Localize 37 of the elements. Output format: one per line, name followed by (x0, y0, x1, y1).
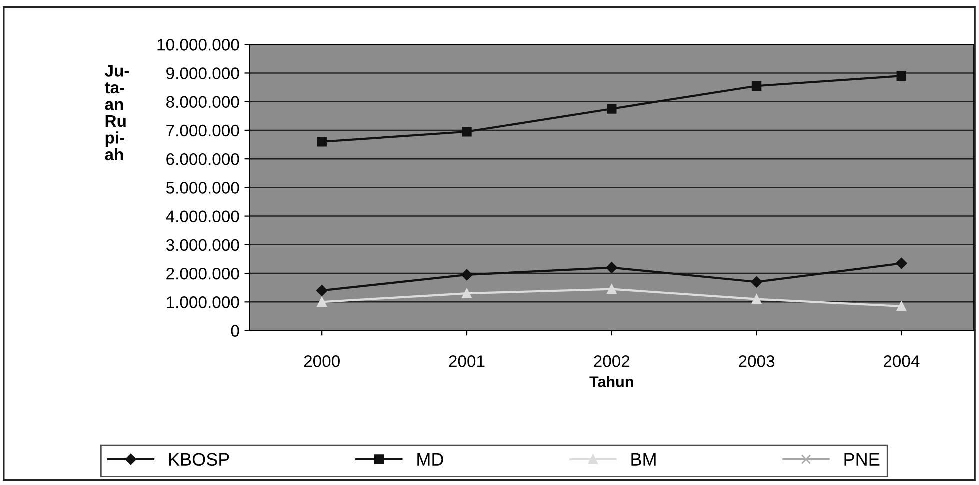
y-axis-title: Ju- ta- an Ru pi- ah (104, 65, 130, 161)
point (462, 288, 472, 298)
point (316, 285, 328, 296)
point (607, 104, 617, 114)
x-tick-label: 2001 (449, 356, 485, 368)
x-tick-label: 2000 (304, 356, 340, 368)
y-tick-label: 6.000.000 (166, 153, 240, 166)
point (751, 276, 762, 288)
point (317, 297, 327, 308)
point (607, 284, 617, 294)
y-tick-label: 0 (231, 325, 240, 337)
y-tick-label: 1.000.000 (167, 296, 240, 308)
point (896, 302, 907, 312)
x-axis-title: Tahun (590, 376, 634, 388)
x-tick-label: 2002 (594, 356, 630, 368)
x-tick-label: 2004 (884, 356, 920, 368)
point (896, 258, 908, 270)
point (317, 137, 327, 147)
point (606, 262, 618, 274)
legend-label: PNE (844, 453, 880, 466)
y-tick-label: 4.000.000 (166, 210, 240, 223)
legend-label: KBOSP (169, 453, 230, 466)
x-tick-label: 2003 (739, 356, 775, 368)
legend-label: MD (418, 453, 444, 466)
y-tick-label: 3.000.000 (166, 239, 240, 252)
y-tick-label: 7.000.000 (166, 124, 240, 137)
point (752, 294, 762, 304)
point (752, 81, 762, 91)
point (462, 127, 472, 137)
y-tick-label: 5.000.000 (166, 182, 240, 194)
y-tick-label: 8.000.000 (166, 96, 240, 108)
y-tick-label: 2.000.000 (166, 268, 240, 280)
y-tick-label: 10.000.000 (158, 39, 240, 51)
point (461, 269, 473, 281)
y-tick-label: 9.000.000 (166, 68, 240, 80)
legend-label: BM (632, 453, 656, 466)
point (896, 71, 907, 81)
